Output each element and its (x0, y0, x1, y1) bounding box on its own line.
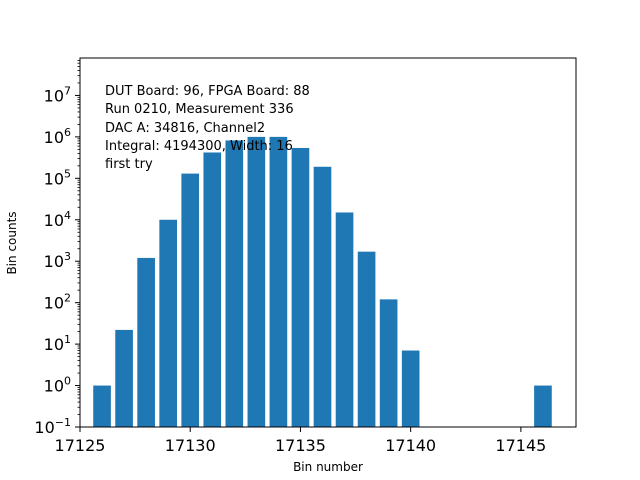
x-axis-label: Bin number (293, 460, 363, 474)
bar-17132 (225, 140, 244, 427)
x-tick-label: 17140 (385, 436, 436, 455)
plot-frame (79, 57, 577, 428)
annotation-block: DUT Board: 96, FPGA Board: 88 Run 0210, … (105, 84, 310, 172)
y-tick-label: 107 (44, 84, 71, 105)
y-axis-label: Bin counts (5, 211, 19, 274)
x-tick-label: 17125 (55, 436, 106, 455)
bar-17136 (313, 166, 332, 427)
y-tick-label: 103 (44, 250, 71, 271)
y-tick-label: 100 (44, 375, 71, 396)
bar-17128 (137, 257, 155, 427)
y-tick-label: 106 (44, 126, 71, 147)
bar-17134 (269, 136, 288, 427)
bar-17126 (93, 385, 111, 427)
y-tick-label: 101 (44, 333, 71, 354)
x-axis-ticks: 17125 17130 17135 17140 17145 (55, 427, 546, 455)
annotation-line-1: DUT Board: 96, FPGA Board: 88 (105, 84, 310, 99)
bar-17137 (335, 212, 354, 427)
y-tick-label: 102 (44, 292, 71, 313)
annotation-line-5: first try (105, 157, 153, 172)
annotation-line-4: Integral: 4194300, Width: 16 (105, 139, 293, 154)
bar-17146 (534, 385, 552, 427)
bar-17133 (247, 136, 266, 427)
bar-group (93, 136, 552, 428)
x-tick-label: 17145 (495, 436, 546, 455)
bar-17135 (291, 147, 310, 427)
y-tick-label: 104 (44, 209, 71, 230)
annotation-line-3: DAC A: 34816, Channel2 (105, 121, 265, 136)
bar-17127 (115, 329, 133, 427)
bar-17129 (159, 219, 177, 427)
y-tick-label: 105 (44, 167, 71, 188)
bar-17131 (203, 152, 222, 428)
x-tick-label: 17135 (275, 436, 326, 455)
y-tick-label: 10−1 (34, 416, 71, 437)
annotation-line-2: Run 0210, Measurement 336 (105, 102, 294, 117)
bar-17130 (181, 173, 200, 427)
x-tick-label: 17130 (165, 436, 216, 455)
bar-17138 (357, 251, 376, 427)
bar-17140 (401, 350, 420, 427)
y-axis-ticks: 10−1 100 101 102 103 104 105 106 107 (34, 60, 80, 437)
bar-17139 (379, 299, 398, 427)
